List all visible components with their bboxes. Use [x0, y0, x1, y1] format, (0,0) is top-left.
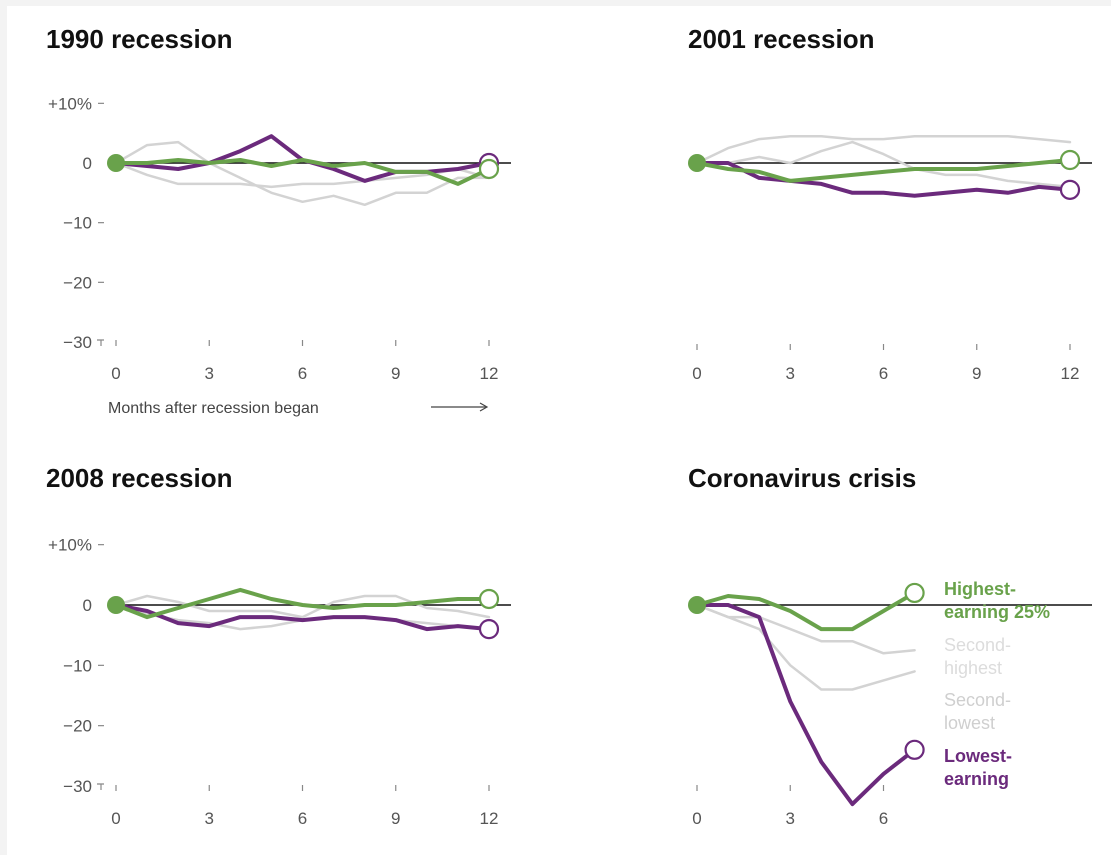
y-tick-label: 0 — [83, 154, 92, 173]
series-line-second-highest — [114, 594, 491, 619]
series-start-dot — [107, 596, 125, 614]
series-end-marker-lowest — [1059, 179, 1081, 200]
x-tick-label: 9 — [391, 809, 400, 828]
y-tick-label: +10% — [48, 94, 92, 113]
series-line-highest — [114, 587, 491, 620]
x-tick-label: 0 — [111, 364, 120, 383]
y-tick-mark — [97, 783, 104, 790]
series-end-marker-highest — [1059, 149, 1081, 171]
chart-panel-2: +10% 0 −10 −20 −30 0 3 6 9 12 — [48, 536, 511, 828]
series-end-marker-lowest — [904, 739, 925, 760]
chart-panel-3: 0 3 6 — [688, 582, 1092, 828]
x-tick-label: 3 — [786, 364, 795, 383]
y-tick-label: −10 — [63, 214, 92, 233]
x-tick-label: 6 — [879, 809, 888, 828]
x-tick-label: 0 — [692, 809, 701, 828]
panel-title-2001: 2001 recession — [688, 24, 875, 54]
panel-title-coronavirus: Coronavirus crisis — [688, 463, 917, 493]
x-tick-label: 6 — [298, 364, 307, 383]
series-line-second-lowest — [114, 161, 491, 189]
x-tick-label: 12 — [480, 809, 499, 828]
series-line-second-lowest — [695, 603, 916, 691]
chart-card — [7, 6, 1111, 855]
legend-label-line: highest — [944, 658, 1002, 678]
chart-panel-1: 0 3 6 9 12 — [688, 134, 1092, 383]
series-start-dot — [107, 154, 125, 172]
legend-label-line: Second- — [944, 690, 1011, 710]
x-tick-label: 12 — [1061, 364, 1080, 383]
x-tick-label: 6 — [298, 809, 307, 828]
legend-label-highest: Highest-earning 25% — [944, 579, 1050, 622]
series-start-dot — [688, 154, 706, 172]
x-tick-label: 0 — [111, 809, 120, 828]
y-tick-label: −10 — [63, 656, 92, 675]
x-tick-label: 3 — [205, 809, 214, 828]
y-tick-mark — [97, 339, 104, 346]
series-line-second-highest — [114, 140, 491, 207]
y-tick-label: 0 — [83, 596, 92, 615]
legend-label-second-lowest: Second-lowest — [944, 690, 1011, 733]
x-tick-label: 9 — [972, 364, 981, 383]
x-axis-note: Months after recession began — [108, 400, 319, 417]
series-line-second-lowest — [695, 140, 1072, 189]
panel-title-2008: 2008 recession — [46, 463, 233, 493]
y-tick-label: −30 — [63, 333, 92, 352]
x-tick-label: 0 — [692, 364, 701, 383]
y-tick-label: −30 — [63, 777, 92, 796]
series-line-second-highest — [695, 603, 916, 655]
legend-label-line: Second- — [944, 635, 1011, 655]
series-line-second-highest — [695, 134, 1072, 165]
series-line-lowest — [695, 161, 1072, 198]
series-line-lowest — [695, 603, 917, 807]
x-tick-label: 3 — [205, 364, 214, 383]
panel-title-1990: 1990 recession — [46, 24, 233, 54]
y-tick-label: −20 — [63, 717, 92, 736]
y-tick-label: −20 — [63, 273, 92, 292]
series-end-marker-lowest — [478, 619, 500, 640]
x-tick-label: 3 — [786, 809, 795, 828]
series-line-highest — [695, 590, 917, 632]
series-end-marker-highest — [478, 158, 500, 180]
series-end-marker-highest — [478, 588, 500, 610]
legend-label-lowest: Lowest-earning — [944, 746, 1012, 789]
series-line-highest — [695, 158, 1072, 183]
y-tick-label: +10% — [48, 536, 92, 555]
legend-label-line: earning 25% — [944, 602, 1050, 622]
x-tick-label: 6 — [879, 364, 888, 383]
legend-label-line: Lowest- — [944, 746, 1012, 766]
x-tick-label: 9 — [391, 364, 400, 383]
series-line-highest — [114, 158, 491, 186]
series-end-marker-highest — [904, 582, 925, 604]
series-line-lowest — [114, 603, 491, 632]
x-tick-label: 12 — [480, 364, 499, 383]
legend-label-second-highest: Second-highest — [944, 635, 1011, 678]
legend-label-line: lowest — [944, 713, 995, 733]
x-axis-arrowhead — [479, 402, 489, 412]
series-start-dot — [688, 596, 706, 614]
chart-panel-0: +10% 0 −10 −20 −30 0 3 6 9 12 — [48, 94, 511, 383]
legend-label-line: earning — [944, 769, 1009, 789]
legend-label-line: Highest- — [944, 579, 1016, 599]
